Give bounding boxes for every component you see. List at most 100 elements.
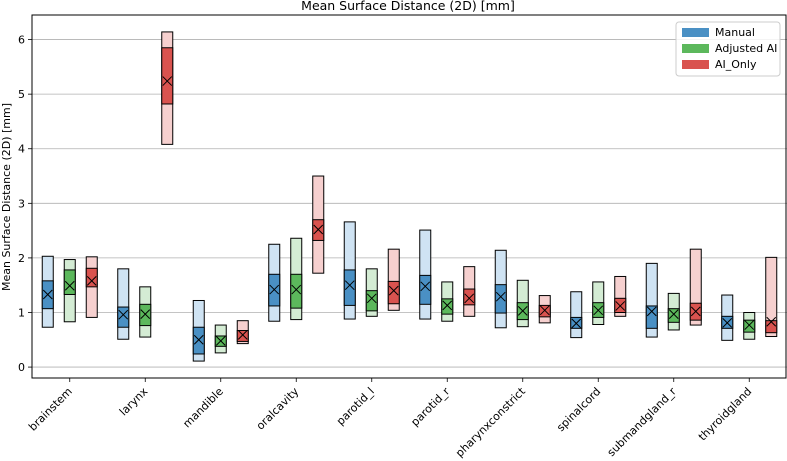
box-oralcavity-adjusted-ai <box>290 237 303 321</box>
mean-marker <box>64 280 75 291</box>
box-mandible-manual <box>192 299 205 362</box>
mean-marker <box>571 318 582 329</box>
x-tick-label: submandgland_r <box>605 385 679 459</box>
mean-marker <box>269 284 280 295</box>
box-plot-marks <box>41 31 778 362</box>
box-parotid_r-ai-only <box>463 266 476 317</box>
mean-marker <box>162 76 173 86</box>
y-tick-label: 5 <box>18 88 25 101</box>
whisker-range <box>117 268 130 340</box>
mean-marker <box>344 280 355 291</box>
box-spinalcord-ai-only <box>614 275 627 317</box>
box-submandgland_r-manual <box>645 262 658 338</box>
whisker-range <box>387 248 400 311</box>
iqr-box <box>743 319 756 333</box>
iqr-box <box>645 305 658 329</box>
iqr-box <box>494 284 507 314</box>
box-pharynxconstrict-manual <box>494 249 507 329</box>
mean-marker <box>42 289 53 300</box>
y-tick-label: 4 <box>18 143 25 156</box>
x-tick-label: mandible <box>180 385 226 431</box>
x-tick-label: larynx <box>117 385 151 419</box>
chart-title: Mean Surface Distance (2D) [mm] <box>301 0 515 13</box>
iqr-box <box>139 303 152 327</box>
box-parotid_l-adjusted-ai <box>365 268 378 317</box>
iqr-box <box>365 290 378 312</box>
iqr-box <box>192 326 205 355</box>
y-tick-label: 0 <box>18 361 25 374</box>
mean-marker <box>495 291 506 302</box>
box-parotid_l-ai-only <box>387 248 400 311</box>
legend-label: Adjusted AI <box>715 42 777 55</box>
box-submandgland_r-ai-only <box>689 248 702 326</box>
x-tick-label: pharynxconstrict <box>453 384 528 459</box>
mean-marker <box>366 293 377 304</box>
mean-marker <box>388 285 399 296</box>
box-mandible-adjusted-ai <box>214 324 227 354</box>
whisker-range <box>419 229 432 320</box>
iqr-box <box>236 330 249 342</box>
box-brainstem-adjusted-ai <box>63 259 76 323</box>
box-parotid_r-manual <box>419 229 432 320</box>
x-tick-label: brainstem <box>26 385 75 434</box>
legend-label: AI_Only <box>715 58 757 71</box>
iqr-box <box>161 47 174 105</box>
mean-marker <box>539 305 550 316</box>
iqr-box <box>117 306 130 328</box>
box-parotid_r-adjusted-ai <box>441 281 454 322</box>
iqr-box <box>387 280 400 305</box>
x-tick-label: parotid_r <box>408 385 452 429</box>
whisker-range <box>570 291 583 339</box>
box-submandgland_r-adjusted-ai <box>667 292 680 331</box>
iqr-box <box>419 274 432 305</box>
mean-marker <box>442 300 453 311</box>
mean-marker <box>744 320 755 330</box>
box-thyroidgland-manual <box>721 294 734 341</box>
box-spinalcord-adjusted-ai <box>592 281 605 326</box>
legend-label: Manual <box>715 26 755 39</box>
mean-marker <box>118 309 129 320</box>
box-thyroidgland-ai-only <box>765 256 778 338</box>
box-brainstem-manual <box>41 255 54 328</box>
iqr-box <box>463 288 476 306</box>
x-tick-label: thyroidgland <box>696 385 754 443</box>
mean-marker <box>690 306 701 317</box>
whisker-range <box>614 275 627 317</box>
x-tick-label: oralcavity <box>254 385 302 433</box>
y-tick-label: 6 <box>18 34 25 47</box>
box-oralcavity-ai-only <box>312 175 325 274</box>
box-pharynxconstrict-adjusted-ai <box>516 279 529 328</box>
legend-swatch <box>682 60 709 69</box>
y-axis-label: Mean Surface Distance (2D) [mm] <box>0 103 13 291</box>
box-thyroidgland-adjusted-ai <box>743 311 756 340</box>
x-axis-ticks: brainstem larynx mandible oralcavity parotid… <box>26 378 754 460</box>
iqr-box <box>667 308 680 323</box>
legend-swatch <box>682 28 709 37</box>
iqr-box <box>343 269 356 306</box>
y-tick-label: 1 <box>18 306 25 319</box>
whisker-range <box>645 262 658 338</box>
plot-frame <box>31 14 787 379</box>
legend-swatch <box>682 44 709 53</box>
mean-marker <box>615 301 626 311</box>
whisker-range <box>765 256 778 338</box>
iqr-box <box>85 267 98 288</box>
iqr-box <box>441 298 454 315</box>
mean-marker <box>517 306 528 316</box>
mean-marker <box>215 336 226 346</box>
y-tick-label: 3 <box>18 197 25 210</box>
mean-marker <box>722 318 733 328</box>
x-tick-label: parotid_l <box>334 385 377 428</box>
box-larynx-manual <box>117 268 130 340</box>
box-larynx-ai-only <box>161 31 174 145</box>
mean-marker <box>237 330 248 340</box>
mean-marker <box>86 275 97 286</box>
iqr-box <box>63 269 76 295</box>
mean-marker <box>593 305 604 316</box>
whisker-range <box>689 248 702 326</box>
iqr-box <box>538 304 551 318</box>
mean-marker <box>668 309 679 319</box>
iqr-box <box>290 273 303 309</box>
iqr-box <box>765 320 778 334</box>
